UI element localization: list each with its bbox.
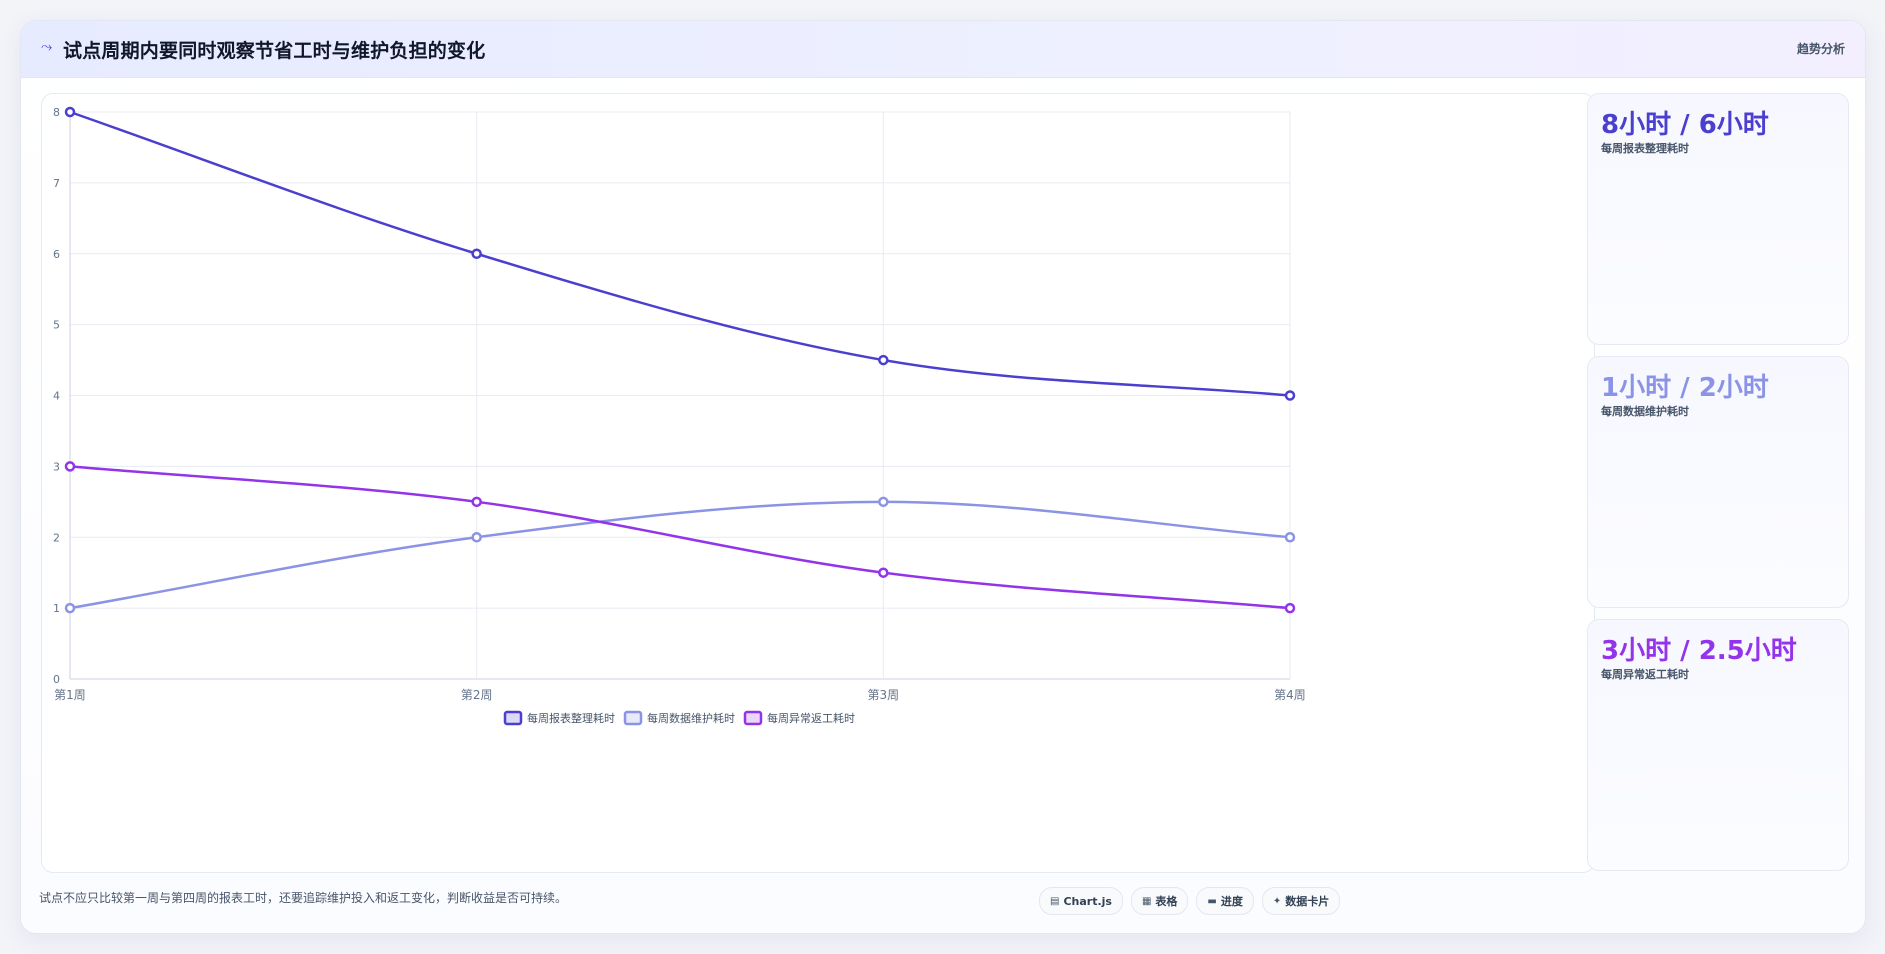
panel-header: ⤳ 试点周期内要同时观察节省工时与维护负担的变化 趋势分析 — [21, 21, 1865, 78]
data-point — [1284, 532, 1296, 543]
series-line — [69, 465, 1291, 610]
x-tick-label: 第4周 — [1274, 688, 1306, 702]
trend-analysis-badge[interactable]: 趋势分析 — [1796, 42, 1845, 56]
data-point — [878, 354, 889, 366]
y-tick-label: 2 — [53, 531, 60, 544]
chip-label: 进度 — [1220, 895, 1243, 908]
stat-label: 每周数据维护耗时 — [1601, 405, 1689, 418]
stat-card-rework: 3小时 / 2.5小时 每周异常返工耗时 — [1587, 619, 1849, 871]
x-tick-label: 第2周 — [461, 688, 493, 702]
x-tick-label: 第1周 — [54, 688, 86, 702]
stat-value: 8小时 / 6小时 — [1601, 110, 1769, 140]
data-point — [471, 496, 482, 508]
table-icon: ▦ — [1141, 895, 1152, 907]
legend-label: 每周异常返工耗时 — [767, 711, 855, 725]
y-tick-label: 1 — [53, 602, 60, 615]
data-point — [64, 602, 76, 614]
series-line — [69, 500, 1291, 610]
stat-card-maintenance: 1小时 / 2小时 每周数据维护耗时 — [1587, 356, 1849, 608]
chip-data-card[interactable]: ✦ 数据卡片 — [1261, 887, 1341, 915]
chip-label: Chart.js — [1063, 894, 1112, 908]
stat-value: 1小时 / 2小时 — [1601, 373, 1769, 403]
progress-icon: ▬ — [1207, 895, 1217, 907]
stat-label: 每周报表整理耗时 — [1601, 142, 1689, 155]
chip-label: 数据卡片 — [1285, 895, 1330, 908]
legend-swatch — [623, 710, 643, 726]
chip-chartjs[interactable]: ▤ Chart.js — [1039, 887, 1123, 915]
x-tick-label: 第3周 — [868, 688, 900, 702]
chart-card: 0 1 2 3 4 5 6 7 8 第1周 第2周 第3周 第4周每周报表整理耗时 每周数据维护耗时 每周异… — [41, 93, 1595, 873]
y-tick-label: 3 — [53, 460, 60, 473]
y-tick-label: 8 — [53, 106, 60, 119]
legend-label: 每周报表整理耗时 — [527, 711, 615, 725]
page-title: 试点周期内要同时观察节省工时与维护负担的变化 — [63, 40, 486, 62]
stat-value: 3小时 / 2.5小时 — [1601, 636, 1797, 666]
y-tick-label: 5 — [53, 319, 60, 332]
data-point — [64, 106, 76, 118]
y-tick-label: 4 — [53, 390, 60, 403]
card-icon: ✦ — [1272, 895, 1282, 907]
trend-icon: ⤳ — [41, 39, 53, 55]
legend-swatch — [743, 710, 763, 726]
y-tick-label: 7 — [53, 177, 60, 190]
footnote: 试点不应只比较第一周与第四周的报表工时，还要追踪维护投入和返工变化，判断收益是否… — [39, 891, 568, 905]
data-point — [64, 461, 76, 472]
data-point — [1284, 390, 1296, 401]
tech-chips: ▤ Chart.js ▦ 表格 ▬ 进度 ✦ 数据卡片 — [1039, 887, 1341, 915]
legend-swatch — [503, 710, 523, 726]
data-point — [1284, 602, 1296, 614]
legend-label: 每周数据维护耗时 — [647, 711, 735, 725]
y-tick-label: 0 — [53, 673, 60, 686]
data-point — [471, 532, 482, 543]
chip-label: 表格 — [1155, 895, 1178, 908]
data-point — [471, 248, 482, 259]
chip-progress[interactable]: ▬ 进度 — [1196, 887, 1254, 915]
data-point — [878, 496, 889, 508]
y-tick-label: 6 — [53, 248, 60, 261]
series-line — [69, 110, 1291, 397]
data-point — [878, 567, 889, 578]
stat-label: 每周异常返工耗时 — [1601, 668, 1689, 681]
stat-card-report: 8小时 / 6小时 每周报表整理耗时 — [1587, 93, 1849, 345]
dashboard-panel: ⤳ 试点周期内要同时观察节省工时与维护负担的变化 趋势分析 0 1 2 3 4 5 6 7 8 第… — [20, 20, 1866, 934]
chip-table[interactable]: ▦ 表格 — [1130, 887, 1189, 915]
chart-icon: ▤ — [1050, 895, 1060, 907]
